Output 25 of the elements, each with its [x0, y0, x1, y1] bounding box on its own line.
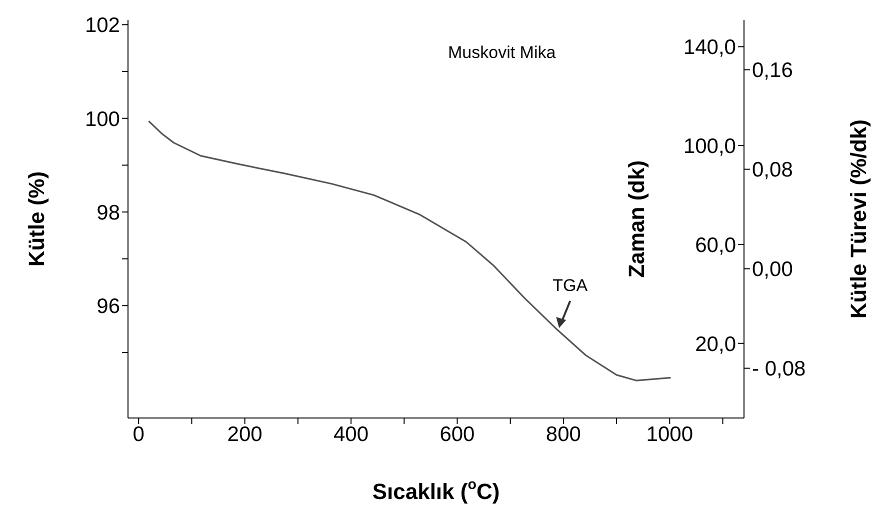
y2-tick-label: 20,0	[695, 332, 736, 356]
line-series	[148, 120, 672, 382]
x-tick-label: 400	[334, 422, 369, 446]
x-axis-title: Sıcaklık ($^{o}$C)	[372, 476, 500, 504]
y2-tick-label: 60,0	[695, 234, 736, 257]
y-tick-label: 96	[96, 295, 120, 318]
x-tick-label: 1000	[646, 422, 694, 446]
y3-tick-label: - 0,08	[752, 358, 806, 381]
y-tick-label: 102	[84, 14, 120, 38]
annotation: TGA	[552, 276, 588, 296]
y3-tick-label: 0,00	[752, 258, 793, 282]
y-tick-label: 100	[84, 108, 120, 131]
x-tick-label: 200	[227, 422, 262, 446]
y-tick-label: 98	[96, 201, 120, 224]
y2-axis-title: Zaman (dk)	[624, 160, 649, 278]
x-tick-label: 800	[546, 422, 581, 446]
x-tick-label: 600	[440, 422, 475, 446]
y2-tick-label: 100,0	[683, 135, 736, 158]
y3-axis-title: Kütle Türevi (%/dk)	[846, 119, 871, 319]
x-tick-label: 0	[132, 422, 144, 446]
annotation: Muskovit Mika	[448, 43, 556, 63]
y2-tick-label: 140,0	[683, 36, 736, 60]
y-axis-title: Kütle (%)	[24, 171, 49, 267]
y3-tick-label: 0,16	[752, 59, 793, 82]
y3-tick-label: 0,08	[752, 158, 793, 182]
